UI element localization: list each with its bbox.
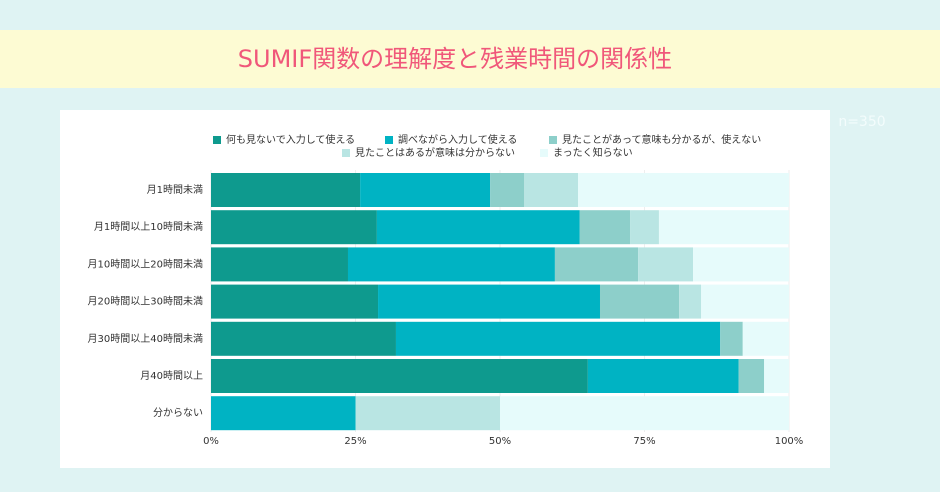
chart-title: SUMIF関数の理解度と残業時間の関係性: [238, 45, 672, 73]
bar-segment: [378, 284, 600, 319]
bar-segment: [587, 359, 739, 393]
bar-segment: [679, 284, 702, 319]
legend-swatch: [540, 149, 548, 157]
bar-segment: [630, 210, 659, 245]
legend-swatch: [385, 136, 393, 144]
x-tick-label: 50%: [489, 436, 511, 447]
y-tick-label: 月40時間以上: [140, 370, 203, 382]
bar-segment: [579, 210, 631, 245]
bar-segment: [701, 284, 789, 319]
bar-segment: [599, 284, 680, 319]
legend-label: 調べながら入力して使える: [398, 133, 517, 146]
y-tick-label: 月1時間未満: [147, 184, 203, 196]
bar-segment: [395, 321, 721, 356]
bar-segment: [355, 396, 500, 431]
bar-segment: [658, 210, 789, 245]
y-tick-label: 分からない: [153, 407, 203, 419]
bar-segment: [693, 247, 789, 282]
y-tick-label: 月1時間以上10時間未満: [94, 221, 203, 233]
bar-segment: [578, 173, 789, 207]
bar-segment: [554, 247, 639, 282]
x-tick-label: 25%: [344, 436, 366, 447]
x-tick-label: 75%: [633, 436, 655, 447]
bar-segment: [720, 321, 743, 356]
bar-segment: [524, 173, 579, 207]
bar-segment: [764, 359, 789, 393]
y-tick-label: 月30時間以上40時間未満: [88, 333, 203, 345]
bar-segment: [500, 396, 789, 431]
legend-swatch: [213, 136, 221, 144]
title-band: [0, 30, 940, 88]
legend-label: 見たことがあって意味も分かるが、使えない: [562, 133, 761, 146]
bar-segment: [211, 247, 348, 282]
legend-label: まったく知らない: [553, 146, 633, 159]
bar-segment: [211, 173, 361, 207]
legend-label: 見たことはあるが意味は分からない: [355, 146, 515, 159]
legend-swatch: [549, 136, 557, 144]
bar-segment: [742, 321, 789, 356]
sample-size: n=350: [838, 114, 885, 130]
bar-segment: [211, 210, 377, 245]
legend-label: 何も見ないで入力して使える: [226, 133, 355, 146]
bar-segment: [211, 396, 356, 431]
bar-segment: [738, 359, 765, 393]
legend-swatch: [342, 149, 350, 157]
bar-segment: [490, 173, 525, 207]
bar-segment: [211, 284, 379, 319]
bar-segment: [638, 247, 694, 282]
bar-segment: [347, 247, 555, 282]
x-tick-label: 0%: [203, 436, 219, 447]
bar-segment: [360, 173, 491, 207]
bar-segment: [211, 321, 396, 356]
bar-segment: [211, 359, 588, 393]
bar-segment: [376, 210, 580, 245]
x-tick-label: 100%: [775, 436, 804, 447]
y-tick-label: 月20時間以上30時間未満: [88, 296, 203, 308]
y-tick-label: 月10時間以上20時間未満: [88, 258, 203, 270]
